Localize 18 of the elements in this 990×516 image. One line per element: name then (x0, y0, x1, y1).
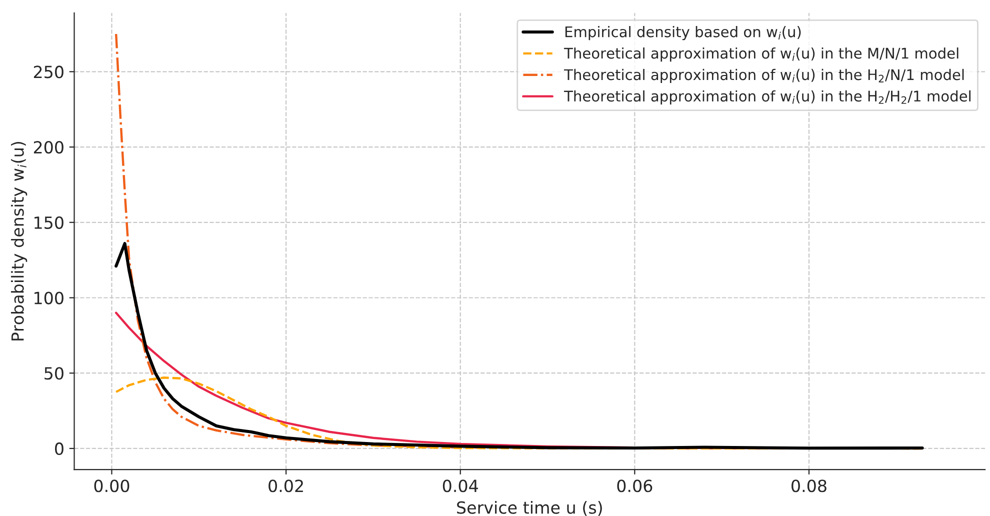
x-tick-label: 0.02 (268, 480, 303, 492)
legend-label: Empirical density based on w$_{i}$(u) (565, 26, 801, 40)
y-tick-label: 100 (34, 292, 64, 304)
line-series (114, 242, 924, 450)
x-tick-label: 0.04 (442, 480, 478, 492)
y-tick-label: 250 (34, 66, 64, 78)
legend-label: Theoretical approximation of w$_{i}$(u) in the H$_{2}$/N/1 model (564, 68, 964, 84)
y-tick-label: 0 (55, 442, 64, 456)
x-tick-label: 0.08 (792, 480, 826, 492)
y-axis-title: Probability density w$_{i}$(u) (10, 142, 28, 340)
legend-label: Theoretical approximation of w$_{i}$(u) in the M/N/1 model (564, 47, 958, 62)
x-tick-label: 0.06 (617, 480, 652, 492)
y-tick-label: 150 (34, 216, 64, 229)
legend-label: Theoretical approximation of w$_{i}$(u) in the H$_{2}$/H$_{2}$/1 model (564, 90, 970, 104)
y-tick-label: 200 (34, 140, 64, 154)
y-tick-label: 50 (44, 367, 64, 380)
x-tick-label: 0.00 (94, 480, 130, 492)
x-axis-title: Service time u (s) (457, 500, 602, 516)
